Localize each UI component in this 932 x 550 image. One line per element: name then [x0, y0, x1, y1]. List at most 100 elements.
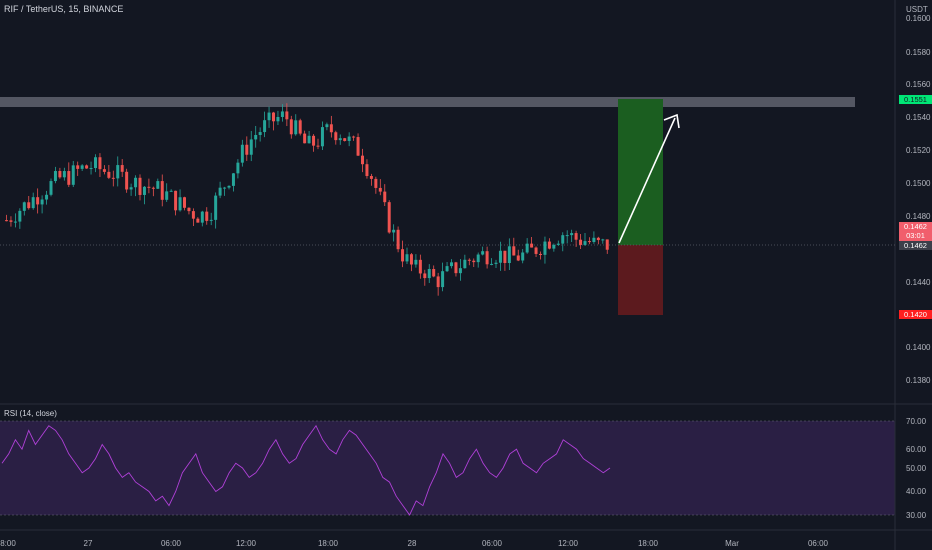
- candle-up: [276, 116, 280, 122]
- rsi-level-label: 70.00: [906, 417, 927, 426]
- candle-up: [521, 252, 525, 261]
- candle-down: [361, 155, 364, 165]
- candle-down: [343, 138, 347, 141]
- candle-up: [156, 181, 160, 189]
- candle-up: [525, 243, 529, 253]
- candle-up: [427, 269, 431, 279]
- price-label: 0.1540: [906, 113, 931, 122]
- candle-down: [5, 220, 8, 222]
- candle-up: [62, 171, 66, 178]
- candle-up: [240, 144, 244, 163]
- candle-up: [45, 194, 49, 200]
- resistance-price-tag: 0.1551: [899, 95, 932, 104]
- candle-up: [280, 111, 284, 117]
- candle-up: [169, 190, 173, 192]
- time-label: 12:00: [557, 539, 579, 548]
- rsi-legend[interactable]: RSI (14, close): [4, 409, 57, 418]
- price-label: 0.1560: [906, 80, 931, 89]
- candle-down: [516, 255, 520, 261]
- candle-down: [67, 171, 71, 185]
- candle-down: [27, 202, 31, 209]
- stop-price-tag: 0.1420: [899, 310, 932, 319]
- resistance-zone[interactable]: [0, 97, 855, 107]
- price-label: 0.1600: [906, 14, 931, 23]
- profit-zone[interactable]: [618, 99, 663, 245]
- candle-up: [249, 139, 253, 155]
- candle-up: [556, 243, 560, 245]
- candle-down: [151, 187, 155, 189]
- candle-down: [387, 202, 391, 233]
- price-label: 0.1480: [906, 212, 931, 221]
- candle-down: [605, 239, 609, 250]
- candle-up: [476, 254, 480, 263]
- candle-down: [9, 220, 13, 222]
- candle-down: [245, 144, 249, 155]
- candle-up: [498, 250, 502, 263]
- candle-up: [22, 202, 26, 211]
- rsi-level-label: 60.00: [906, 445, 927, 454]
- candle-down: [102, 169, 106, 172]
- candle-up: [458, 268, 462, 274]
- candle-down: [160, 181, 164, 200]
- candle-down: [579, 239, 583, 245]
- candle-down: [472, 260, 476, 263]
- candle-up: [320, 127, 324, 147]
- candle-down: [378, 187, 382, 192]
- candle-up: [80, 165, 84, 169]
- candle-down: [530, 243, 534, 248]
- candle-up: [13, 221, 17, 223]
- price-label: 0.1440: [906, 278, 931, 287]
- candle-up: [223, 187, 227, 189]
- candle-up: [18, 210, 22, 222]
- candle-up: [583, 241, 587, 245]
- candle-up: [267, 112, 271, 121]
- candle-up: [134, 177, 138, 188]
- candle-down: [374, 178, 378, 188]
- candle-down: [187, 207, 191, 212]
- candle-down: [436, 276, 440, 288]
- rsi-band: [0, 421, 895, 515]
- symbol-title[interactable]: RIF / TetherUS, 15, BINANCE: [4, 4, 124, 14]
- candle-up: [200, 211, 204, 223]
- candle-down: [423, 273, 427, 279]
- time-label: 8:00: [0, 539, 16, 548]
- candle-down: [596, 237, 600, 241]
- candle-up: [481, 251, 485, 255]
- candle-up: [129, 187, 133, 190]
- candle-up: [414, 259, 418, 265]
- candle-down: [467, 259, 471, 261]
- candle-down: [334, 132, 338, 141]
- time-label: 06:00: [160, 539, 182, 548]
- candle-down: [205, 211, 209, 221]
- time-label: 27: [83, 539, 93, 548]
- candle-up: [307, 135, 311, 144]
- candle-down: [587, 241, 591, 243]
- candle-down: [111, 177, 115, 179]
- candle-down: [454, 262, 458, 274]
- candle-down: [174, 190, 178, 211]
- candle-down: [329, 124, 333, 133]
- candle-up: [40, 199, 44, 205]
- candle-up: [570, 233, 574, 236]
- candle-down: [547, 241, 551, 249]
- candle-down: [503, 250, 507, 264]
- candle-up: [254, 134, 258, 140]
- target-arrow[interactable]: [618, 113, 680, 244]
- rsi-level-label: 30.00: [906, 511, 927, 520]
- candle-down: [285, 111, 289, 120]
- candle-up: [89, 168, 93, 170]
- candle-up: [441, 271, 445, 288]
- candle-down: [76, 165, 80, 169]
- price-label: 0.1500: [906, 179, 931, 188]
- candle-down: [485, 251, 489, 265]
- last-price-tag: 0.1462 03:01: [899, 222, 932, 241]
- candle-down: [409, 254, 413, 265]
- loss-zone[interactable]: [618, 245, 663, 315]
- candle-up: [347, 136, 351, 141]
- candle-up: [507, 246, 511, 264]
- candle-down: [272, 112, 275, 122]
- candle-up: [227, 185, 231, 188]
- candle-up: [116, 165, 120, 179]
